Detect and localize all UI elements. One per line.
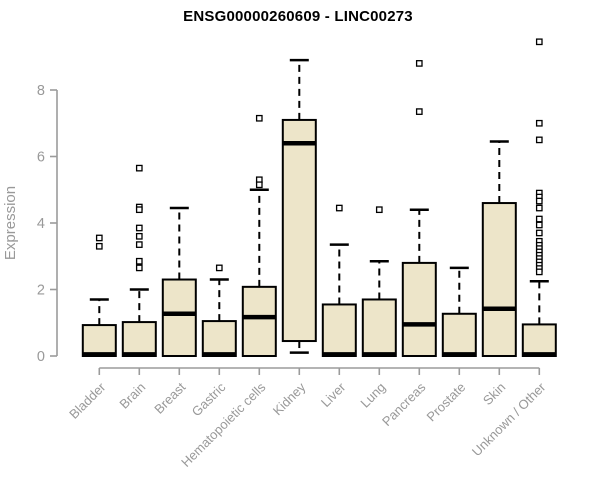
x-tick-label: Unknown / Other [469, 379, 549, 459]
outlier-point-brain [135, 264, 143, 272]
y-tick-label: 6 [37, 150, 45, 166]
x-tick-label: Bladder [66, 379, 109, 422]
box-skin [481, 202, 517, 357]
y-tick-label: 0 [37, 349, 45, 365]
y-axis-title: Expression [2, 186, 19, 260]
box-lung [361, 298, 397, 358]
box-liver [321, 303, 357, 357]
y-tick-label: 8 [37, 83, 45, 99]
x-tick-label: Skin [480, 380, 508, 408]
y-tick-label: 2 [37, 283, 45, 299]
outlier-point-unknown-other [535, 119, 543, 127]
box-bladder [81, 324, 117, 358]
outlier-point-bladder [95, 234, 103, 242]
box-pancreas [401, 261, 437, 357]
outlier-point-hematopoietic-cells [255, 181, 263, 189]
x-tick-label: Lung [357, 380, 388, 411]
outlier-point-pancreas [415, 108, 423, 115]
outlier-point-gastric [215, 264, 223, 272]
x-tick-label: Liver [318, 379, 349, 410]
outlier-point-brain [135, 232, 143, 240]
outlier-point-hematopoietic-cells [255, 114, 263, 122]
box-breast [161, 278, 197, 357]
box-brain [121, 321, 157, 357]
outlier-point-unknown-other [535, 136, 543, 144]
box-gastric [201, 320, 237, 357]
x-tick-label: Brain [116, 380, 148, 412]
box-hematopoietic-cells [241, 285, 277, 357]
outlier-point-brain [135, 164, 143, 172]
outlier-point-unknown-other [535, 215, 543, 223]
outlier-point-liver [335, 204, 343, 212]
outlier-point-unknown-other [535, 38, 543, 46]
x-tick-label: Prostate [424, 380, 469, 425]
outlier-point-pancreas [415, 60, 423, 67]
outlier-point-unknown-other [535, 268, 543, 276]
x-tick-label: Kidney [270, 379, 309, 418]
outlier-point-unknown-other [535, 229, 543, 237]
box-kidney [281, 118, 317, 343]
outlier-point-brain [135, 241, 143, 248]
outlier-point-brain [135, 206, 143, 214]
box-unknown-other [521, 323, 557, 358]
chart-title: ENSG00000260609 - LINC00273 [183, 8, 413, 25]
x-tick-label: Pancreas [379, 379, 429, 429]
outlier-point-brain [135, 257, 143, 265]
outlier-point-unknown-other [535, 204, 543, 212]
x-tick-label: Breast [151, 379, 188, 416]
box-prostate [441, 312, 477, 357]
y-tick-label: 4 [37, 216, 45, 232]
outlier-point-unknown-other [535, 221, 543, 229]
outlier-point-unknown-other [535, 197, 543, 205]
outlier-point-lung [375, 206, 383, 214]
outlier-point-brain [135, 224, 143, 232]
outlier-point-bladder [95, 242, 103, 250]
